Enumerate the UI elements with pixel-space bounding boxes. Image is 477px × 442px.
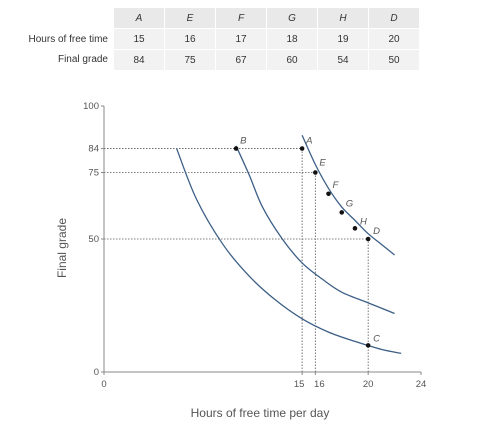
y-tick-label: 75 [88,168,99,179]
y-tick-label: 100 [83,101,99,112]
point-label-e: E [319,158,326,169]
x-tick-label: 20 [363,379,374,390]
table-cell: 50 [368,49,419,70]
table-cell: 67 [215,49,267,70]
table-cell: 84 [114,49,165,70]
y-axis-label: Final grade [55,218,69,278]
x-axis-label: Hours of free time per day [191,406,330,420]
curves [176,134,402,355]
point-label-c: C [373,333,380,344]
point-label-d: D [373,226,380,237]
x-tick-label: 16 [314,379,325,390]
column-header-a: A [114,8,165,29]
table-cell: 75 [164,49,216,70]
table-cell: 17 [215,28,267,50]
table-cell: 20 [368,28,419,50]
point-f [326,191,331,197]
point-label-h: H [360,216,367,227]
table-corner [0,8,114,29]
column-header-g: G [266,8,318,29]
point-a [299,146,305,151]
point-b [233,146,239,151]
x-tick-label: 0 [101,379,106,390]
data-table: A E F G H D Hours of free time 15 16 17 … [0,8,419,70]
table-cell: 18 [266,28,318,50]
table-row-grade: Final grade 84 75 67 60 54 50 [0,49,419,70]
column-header-e: E [164,8,216,29]
guide-lines [104,148,369,372]
point-label-b: B [240,136,247,147]
point-g [339,210,345,215]
curve-2 [235,145,395,315]
axes: 0 50 75 84 100 0 15 16 20 24 [83,101,426,390]
curve-1 [176,148,402,355]
row-label-hours: Hours of free time [0,28,114,50]
y-tick-label: 50 [88,234,99,245]
y-tick-label: 0 [94,367,99,378]
column-header-d: D [368,8,419,29]
curve-3 [301,134,395,256]
table-row-hours: Hours of free time 15 16 17 18 19 20 [0,28,419,50]
point-d [365,236,371,242]
table-cell: 54 [317,49,369,70]
table-cell: 15 [114,28,165,50]
table-cell: 19 [317,28,369,50]
point-h [352,226,358,231]
table-cell: 16 [164,28,216,50]
row-label-grade: Final grade [0,49,114,70]
column-header-h: H [317,8,369,29]
table-cell: 60 [266,49,318,70]
y-tick-label: 84 [88,144,99,155]
table-header-row: A E F G H D [0,8,419,29]
x-tick-label: 24 [416,379,427,390]
x-tick-label: 15 [294,379,305,390]
point-e [313,170,318,175]
point-label-a: A [305,136,312,147]
column-header-f: F [215,8,267,29]
point-label-g: G [346,198,353,209]
point-label-f: F [333,180,340,191]
point-c [365,343,371,348]
